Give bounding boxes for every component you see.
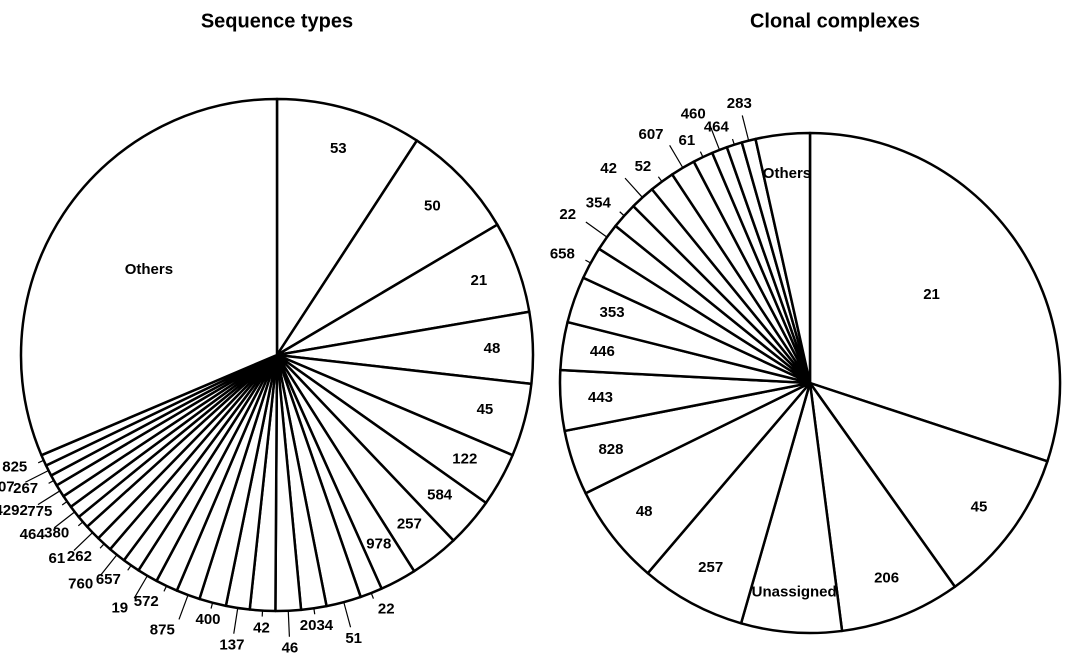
- slice-label: 283: [727, 95, 752, 112]
- slice-label: 48: [636, 503, 653, 520]
- slice-label: 460: [681, 105, 706, 122]
- slice-label: 42: [600, 160, 617, 177]
- leader-line: [370, 592, 375, 599]
- leader-line: [287, 610, 290, 637]
- slice-label: 446: [590, 343, 615, 360]
- slice-label: 206: [874, 569, 899, 586]
- slice-label: 354: [586, 195, 612, 212]
- slice-label: 46: [282, 640, 299, 657]
- slice-label: 51: [345, 630, 362, 647]
- leader-line: [233, 607, 239, 634]
- leader-line: [37, 490, 61, 506]
- slice-label: 42: [253, 620, 270, 637]
- slice-label: 4292: [0, 502, 28, 519]
- slice-label: 572: [134, 593, 159, 610]
- chart-title: Sequence types: [201, 10, 353, 32]
- slice-label: 657: [96, 571, 121, 588]
- slice-label: 400: [196, 611, 221, 628]
- slice-label: 353: [600, 304, 625, 321]
- slice-label: 875: [150, 622, 175, 639]
- slice-label: 267: [13, 480, 38, 497]
- slice-label: 122: [452, 451, 477, 468]
- slice-label: Unassigned: [752, 583, 837, 600]
- slice-label: 584: [427, 487, 453, 504]
- pie-slice: [808, 131, 1062, 463]
- slice-label: 257: [397, 515, 422, 532]
- leader-line: [127, 565, 132, 571]
- leader-line: [585, 221, 608, 238]
- slice-label: 607: [638, 126, 663, 143]
- slice-label: 760: [68, 575, 93, 592]
- leader-line: [48, 479, 55, 484]
- slice-label: 21: [471, 272, 488, 289]
- slice-label: 443: [588, 389, 613, 406]
- pie-slice: [275, 97, 419, 357]
- slice-label: 380: [44, 525, 69, 542]
- leader-line: [619, 211, 625, 217]
- slice-label: 53: [330, 140, 347, 157]
- leader-line: [699, 151, 704, 158]
- slice-label: 61: [49, 550, 66, 567]
- pie-slice: [19, 97, 279, 457]
- leader-line: [37, 459, 44, 464]
- leader-line: [73, 532, 94, 552]
- pie-slice: [808, 381, 957, 633]
- slice-label: 21: [923, 286, 940, 303]
- slice-label: 45: [477, 401, 494, 418]
- slice-label: 2034: [300, 617, 334, 634]
- leader-line: [709, 125, 721, 151]
- leader-line: [210, 602, 214, 609]
- slice-label: 262: [67, 548, 92, 565]
- leader-line: [100, 554, 118, 576]
- slice-label: 658: [550, 245, 575, 262]
- leader-line: [77, 521, 84, 527]
- slice-label: 22: [559, 206, 576, 223]
- leader-line: [657, 176, 663, 182]
- chart-title: Clonal complexes: [750, 10, 920, 32]
- slice-label: 48: [484, 340, 501, 357]
- pie-slice: [646, 381, 812, 625]
- leader-line: [133, 575, 148, 599]
- leader-line: [99, 543, 105, 549]
- slice-label: Others: [125, 261, 173, 278]
- slice-label: 50: [424, 197, 441, 214]
- leader-line: [61, 501, 68, 506]
- pie-slice: [275, 139, 499, 357]
- slice-label: 828: [598, 441, 623, 458]
- slice-label: 464: [20, 526, 46, 543]
- slice-label: 825: [2, 459, 27, 476]
- slice-label: Others: [763, 165, 811, 182]
- leader-line: [25, 469, 49, 483]
- slice-label: 978: [366, 535, 391, 552]
- slice-label: 61: [679, 132, 696, 149]
- leader-line: [163, 585, 168, 592]
- slice-label: 22: [378, 601, 395, 618]
- leader-line: [731, 138, 735, 145]
- leader-line: [313, 608, 316, 615]
- leader-line: [669, 145, 684, 169]
- slice-label: 775: [27, 503, 52, 520]
- slice-label: 607: [0, 479, 15, 496]
- slice-label: 257: [698, 559, 723, 576]
- slice-label: 464: [704, 119, 730, 136]
- slice-label: 137: [219, 636, 244, 653]
- leader-line: [178, 594, 189, 620]
- pie-slice: [754, 131, 812, 385]
- leader-line: [741, 115, 750, 141]
- leader-line: [53, 511, 76, 529]
- leader-line: [624, 177, 643, 198]
- slice-label: 45: [971, 499, 988, 516]
- leader-line: [343, 601, 352, 628]
- slice-label: 19: [111, 599, 128, 616]
- leader-line: [585, 259, 591, 264]
- slice-label: 52: [635, 158, 652, 175]
- pie-slice: [808, 381, 1049, 588]
